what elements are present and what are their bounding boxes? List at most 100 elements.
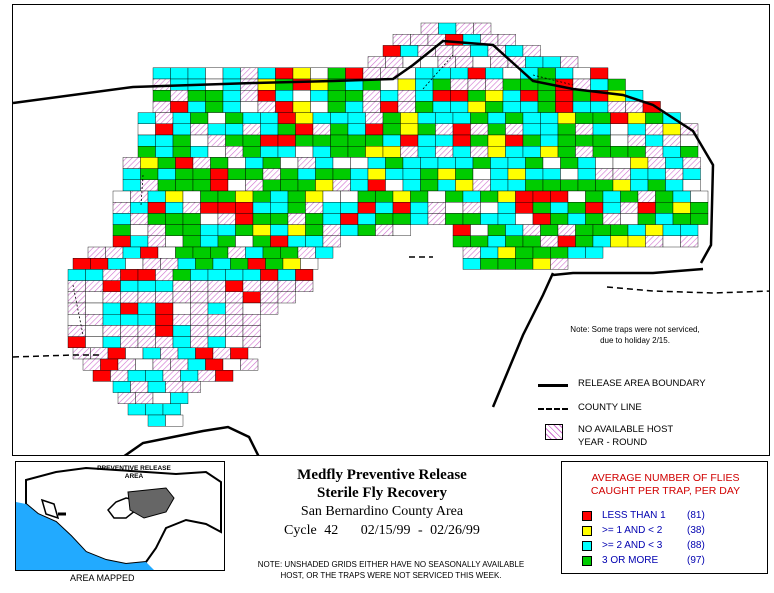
grid-cell bbox=[680, 235, 699, 248]
grid-cell bbox=[147, 235, 166, 248]
grid-cell bbox=[427, 190, 446, 203]
grid-cell bbox=[610, 235, 629, 248]
grid-cell bbox=[347, 145, 366, 158]
grid-cell bbox=[555, 89, 574, 102]
grid-cell bbox=[85, 291, 104, 304]
grid-map[interactable] bbox=[13, 5, 770, 456]
grid-cell bbox=[257, 67, 276, 80]
grid-cell bbox=[567, 190, 586, 203]
legend-item-count: (97) bbox=[687, 555, 705, 566]
grid-cell bbox=[367, 179, 386, 192]
title-line-2: Sterile Fly Recovery bbox=[317, 485, 447, 501]
grid-cell bbox=[140, 157, 159, 169]
grid-cell bbox=[260, 302, 279, 315]
grid-cell bbox=[92, 370, 111, 382]
grid-cell bbox=[155, 123, 174, 136]
grid-cell bbox=[322, 190, 341, 203]
grid-cell bbox=[195, 257, 214, 270]
grid-cell bbox=[682, 168, 701, 181]
grid-cell bbox=[172, 302, 191, 315]
grid-cell bbox=[172, 314, 191, 326]
grid-cell bbox=[152, 67, 171, 80]
title-line-1: Medfly Preventive Release bbox=[297, 467, 467, 483]
grid-cell bbox=[680, 224, 699, 237]
grid-cell bbox=[577, 179, 596, 192]
grid-cell bbox=[497, 201, 516, 214]
grid-cell bbox=[297, 157, 316, 169]
grid-cell bbox=[172, 291, 191, 304]
grid-cell bbox=[277, 280, 296, 293]
grid-cell bbox=[122, 157, 141, 169]
grid-cell bbox=[67, 336, 86, 349]
grid-cell bbox=[385, 179, 404, 192]
grid-cell bbox=[182, 201, 201, 214]
grid-cell bbox=[362, 89, 381, 102]
grid-cell bbox=[207, 302, 226, 315]
grid-cell bbox=[620, 201, 639, 214]
grid-cell bbox=[432, 101, 451, 113]
grid-cell bbox=[222, 67, 241, 80]
grid-cell bbox=[557, 112, 576, 124]
grid-cell bbox=[90, 257, 109, 270]
grid-cell bbox=[170, 67, 189, 80]
grid-cell bbox=[230, 257, 249, 270]
grid-cell bbox=[245, 246, 264, 259]
grid-cell bbox=[682, 179, 701, 192]
legend-title-line-2: CAUGHT PER TRAP, PER DAY bbox=[590, 485, 741, 497]
grid-cell bbox=[375, 213, 394, 225]
grid-cell bbox=[375, 190, 394, 203]
grid-cell bbox=[452, 123, 471, 136]
grid-cell bbox=[292, 67, 311, 80]
grid-cell bbox=[577, 168, 596, 181]
grid-cell bbox=[252, 190, 271, 203]
grid-cell bbox=[190, 336, 209, 349]
grid-cell bbox=[260, 280, 279, 293]
grid-cell bbox=[540, 112, 559, 124]
grid-cell bbox=[525, 168, 544, 181]
grid-cell bbox=[340, 190, 359, 203]
grid-cell bbox=[647, 157, 666, 169]
legend-item-label: >= 1 AND < 2 bbox=[602, 525, 663, 536]
grid-cell bbox=[400, 45, 419, 57]
grid-cell bbox=[455, 157, 474, 169]
grid-cell bbox=[287, 201, 306, 214]
grid-cell bbox=[340, 213, 359, 225]
grid-cell bbox=[435, 134, 454, 147]
grid-cell bbox=[197, 370, 216, 382]
grid-cell bbox=[380, 89, 399, 102]
grid-cell bbox=[637, 201, 656, 214]
grid-cell bbox=[485, 101, 504, 113]
grid-cell bbox=[67, 325, 86, 337]
grid-cell bbox=[375, 224, 394, 237]
grid-cell bbox=[120, 314, 139, 326]
grid-cell bbox=[277, 291, 296, 304]
grid-cell bbox=[385, 56, 404, 68]
grid-cell bbox=[350, 168, 369, 181]
grid-cell bbox=[647, 179, 666, 192]
grid-cell bbox=[260, 112, 279, 124]
grid-cell bbox=[610, 134, 629, 147]
boundary-line-icon bbox=[538, 384, 568, 387]
grid-cell bbox=[452, 134, 471, 147]
grid-cell bbox=[365, 112, 384, 124]
grid-cell bbox=[672, 201, 691, 214]
grid-cell bbox=[595, 168, 614, 181]
grid-cell bbox=[590, 101, 609, 113]
grid-cell bbox=[522, 112, 541, 124]
grid-cell bbox=[520, 89, 539, 102]
grid-cell bbox=[270, 224, 289, 237]
grid-cell bbox=[350, 179, 369, 192]
grid-cell bbox=[292, 89, 311, 102]
grid-cell bbox=[607, 101, 626, 113]
grid-cell bbox=[112, 235, 131, 248]
grid-cell bbox=[277, 269, 296, 281]
grid-cell bbox=[72, 347, 91, 360]
grid-cell bbox=[645, 123, 664, 136]
grid-cell bbox=[672, 213, 691, 225]
grid-cell bbox=[260, 134, 279, 147]
grid-cell bbox=[107, 347, 126, 360]
legend-item-3-or-more: 3 OR MORE (97) bbox=[582, 555, 752, 567]
grid-cell bbox=[375, 201, 394, 214]
grid-cell bbox=[532, 201, 551, 214]
grid-cell bbox=[585, 201, 604, 214]
